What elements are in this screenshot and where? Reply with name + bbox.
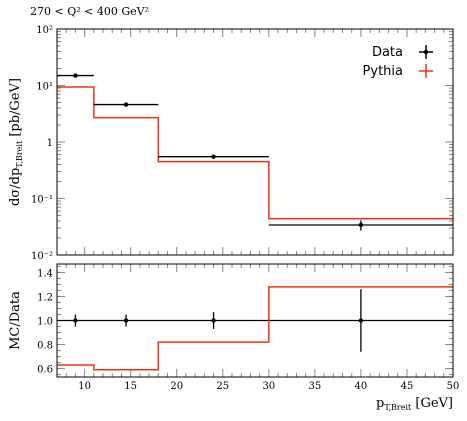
y-axis-label: dσ/dpT,Breit [pb/GeV]: [8, 78, 24, 206]
data-point: [211, 154, 216, 159]
legend-marker-data: [419, 45, 433, 59]
x-tick-label: 40: [355, 381, 368, 392]
data-point: [73, 73, 78, 78]
ratio-panel-series: [57, 286, 453, 371]
y-tick-label: 10⁻¹: [31, 195, 53, 206]
ratio-data-point: [123, 318, 129, 323]
x-tick-label: 35: [308, 381, 321, 392]
ratio-panel-ticks: 0.6 0.8 1.0 1.2 1.4 10 15 20 25 30 35 40 45 50: [37, 264, 459, 392]
ratio-y-tick-label: 1.0: [37, 317, 53, 328]
ratio-y-tick-label: 1.4: [37, 268, 53, 279]
data-point: [358, 222, 364, 228]
y-tick-label: 10²: [36, 25, 53, 36]
top-panel-series: [57, 73, 453, 231]
ratio-panel-frame: [56, 263, 454, 378]
legend-label-pythia: Pythia: [363, 64, 403, 79]
data-point: [123, 102, 129, 107]
pythia-histogram-line: [57, 86, 453, 220]
ratio-y-tick-label: 1.2: [37, 292, 53, 303]
x-tick-label: 15: [124, 381, 137, 392]
ratio-data-point: [358, 318, 364, 323]
top-panel-ticks: 10⁻² 10⁻¹ 1 10¹ 10²: [31, 25, 454, 262]
x-tick-label: 30: [262, 381, 275, 392]
ratio-data-point: [73, 318, 78, 323]
ratio-y-tick-label: 0.6: [37, 365, 53, 376]
ratio-y-axis-label: MC/Data: [8, 291, 23, 350]
x-axis-label: pT,Breit [GeV]: [376, 396, 453, 412]
plot-title: 270 < Q² < 400 GeV²: [30, 5, 149, 18]
ratio-y-tick-label: 0.8: [37, 341, 53, 352]
legend: Data Pythia: [363, 45, 433, 79]
ratio-data-point: [211, 318, 216, 323]
title-layer: 270 < Q² < 400 GeV²: [30, 5, 149, 18]
top-panel-frame: [56, 28, 454, 256]
x-tick-label: 20: [170, 381, 183, 392]
labels-layer: dσ/dpT,Breit [pb/GeV] MC/Data pT,Breit [Ge…: [8, 78, 453, 412]
legend-label-data: Data: [372, 45, 403, 60]
x-tick-label: 45: [401, 381, 414, 392]
legend-data-dot: [423, 49, 429, 55]
x-tick-label: 25: [216, 381, 229, 392]
y-tick-label: 10⁻²: [31, 251, 53, 262]
x-tick-label: 50: [447, 381, 460, 392]
y-tick-label: 10¹: [36, 82, 53, 93]
legend-marker-pythia: [419, 64, 433, 78]
y-tick-label: 1: [47, 138, 53, 149]
x-tick-label: 10: [78, 381, 91, 392]
ratio-pythia-line: [57, 286, 453, 371]
